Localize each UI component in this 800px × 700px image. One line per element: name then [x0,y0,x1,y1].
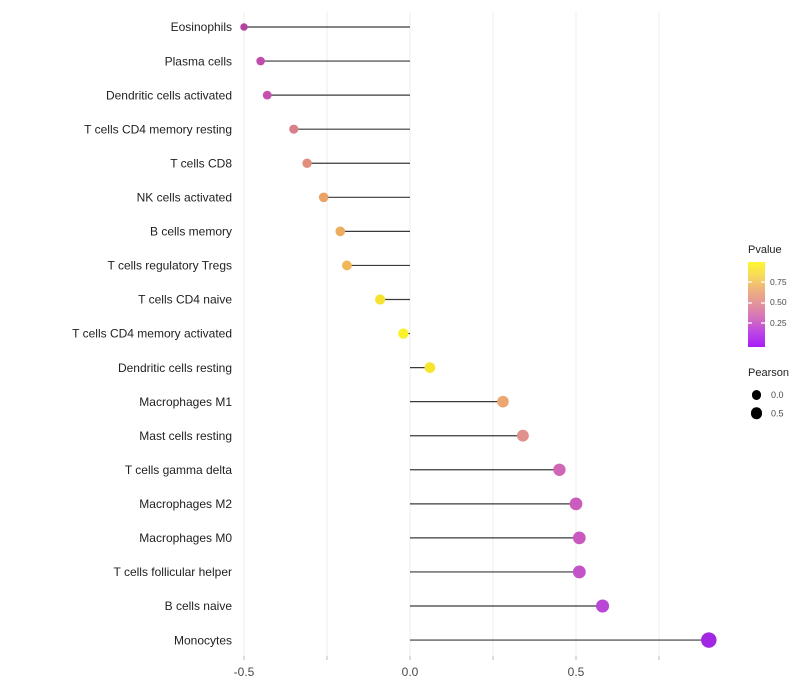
colorbar-tick-mark [761,281,765,283]
category-label: NK cells activated [137,191,232,205]
category-label: T cells CD8 [170,156,232,170]
lollipop-dot [596,599,610,613]
colorbar-tick-mark [748,281,752,283]
lollipop-dot [375,294,386,305]
category-label: T cells gamma delta [125,463,232,477]
category-label: T cells CD4 naive [138,293,232,307]
category-label: T cells follicular helper [114,565,233,579]
category-label: Dendritic cells resting [118,361,232,375]
pearson-size-label: 0.0 [771,390,784,400]
pearson-legend-title: Pearson [748,367,789,379]
category-label: Eosinophils [171,20,232,34]
x-tick-label: -0.5 [234,665,255,679]
category-label: T cells CD4 memory resting [84,122,232,136]
lollipop-dot [335,226,346,237]
pearson-legend-entry: 0.5 [748,407,784,419]
colorbar-tick-mark [761,301,765,304]
x-tick-label: 0.5 [568,665,585,679]
pvalue-tick-label: 0.25 [770,318,787,328]
category-label: T cells CD4 memory activated [72,327,232,341]
lollipop-dot [240,23,248,31]
pearson-size-dot [751,390,762,400]
pearson-size-label: 0.5 [771,408,784,418]
colorbar-tick-mark [748,322,752,324]
colorbar-tick-mark [748,301,752,304]
category-label: Dendritic cells activated [106,88,232,102]
lollipop-dot [398,328,409,339]
lollipop-dot [342,260,352,271]
pvalue-colorbar [748,262,765,347]
lollipop-dot [516,429,529,442]
category-label: B cells naive [165,599,233,613]
lollipop-dot [262,90,272,100]
lollipop-dot [256,56,265,66]
x-tick-label: 0.0 [402,665,419,679]
lollipop-dot [701,632,717,648]
pvalue-legend-title: Pvalue [748,244,782,256]
pvalue-tick-label: 0.50 [770,297,787,307]
category-label: Macrophages M0 [139,531,232,545]
lollipop-dot [302,158,312,168]
colorbar-tick-mark [761,322,765,324]
lollipop-dot [497,395,509,408]
lollipop-dot [289,124,299,134]
category-label: B cells memory [150,225,232,239]
pearson-size-dot [750,407,763,419]
category-label: Mast cells resting [139,429,232,443]
pvalue-tick-label: 0.75 [770,277,787,287]
lollipop-dot [424,362,436,373]
lollipop-dot [572,565,586,579]
lollipop-dot [318,192,329,203]
category-label: Macrophages M2 [139,497,232,511]
category-label: T cells regulatory Tregs [108,259,233,273]
pearson-legend-entry: 0.0 [748,390,784,400]
lollipop-dot [569,497,583,511]
category-label: Macrophages M1 [139,395,232,409]
category-label: Plasma cells [165,54,232,68]
lollipop-dot [572,531,586,545]
category-label: Monocytes [174,633,232,647]
legend: Pvalue 0.75 0.50 0.25 Pearson 0.0 0.5 [740,241,800,431]
lollipop-dot [553,463,566,476]
